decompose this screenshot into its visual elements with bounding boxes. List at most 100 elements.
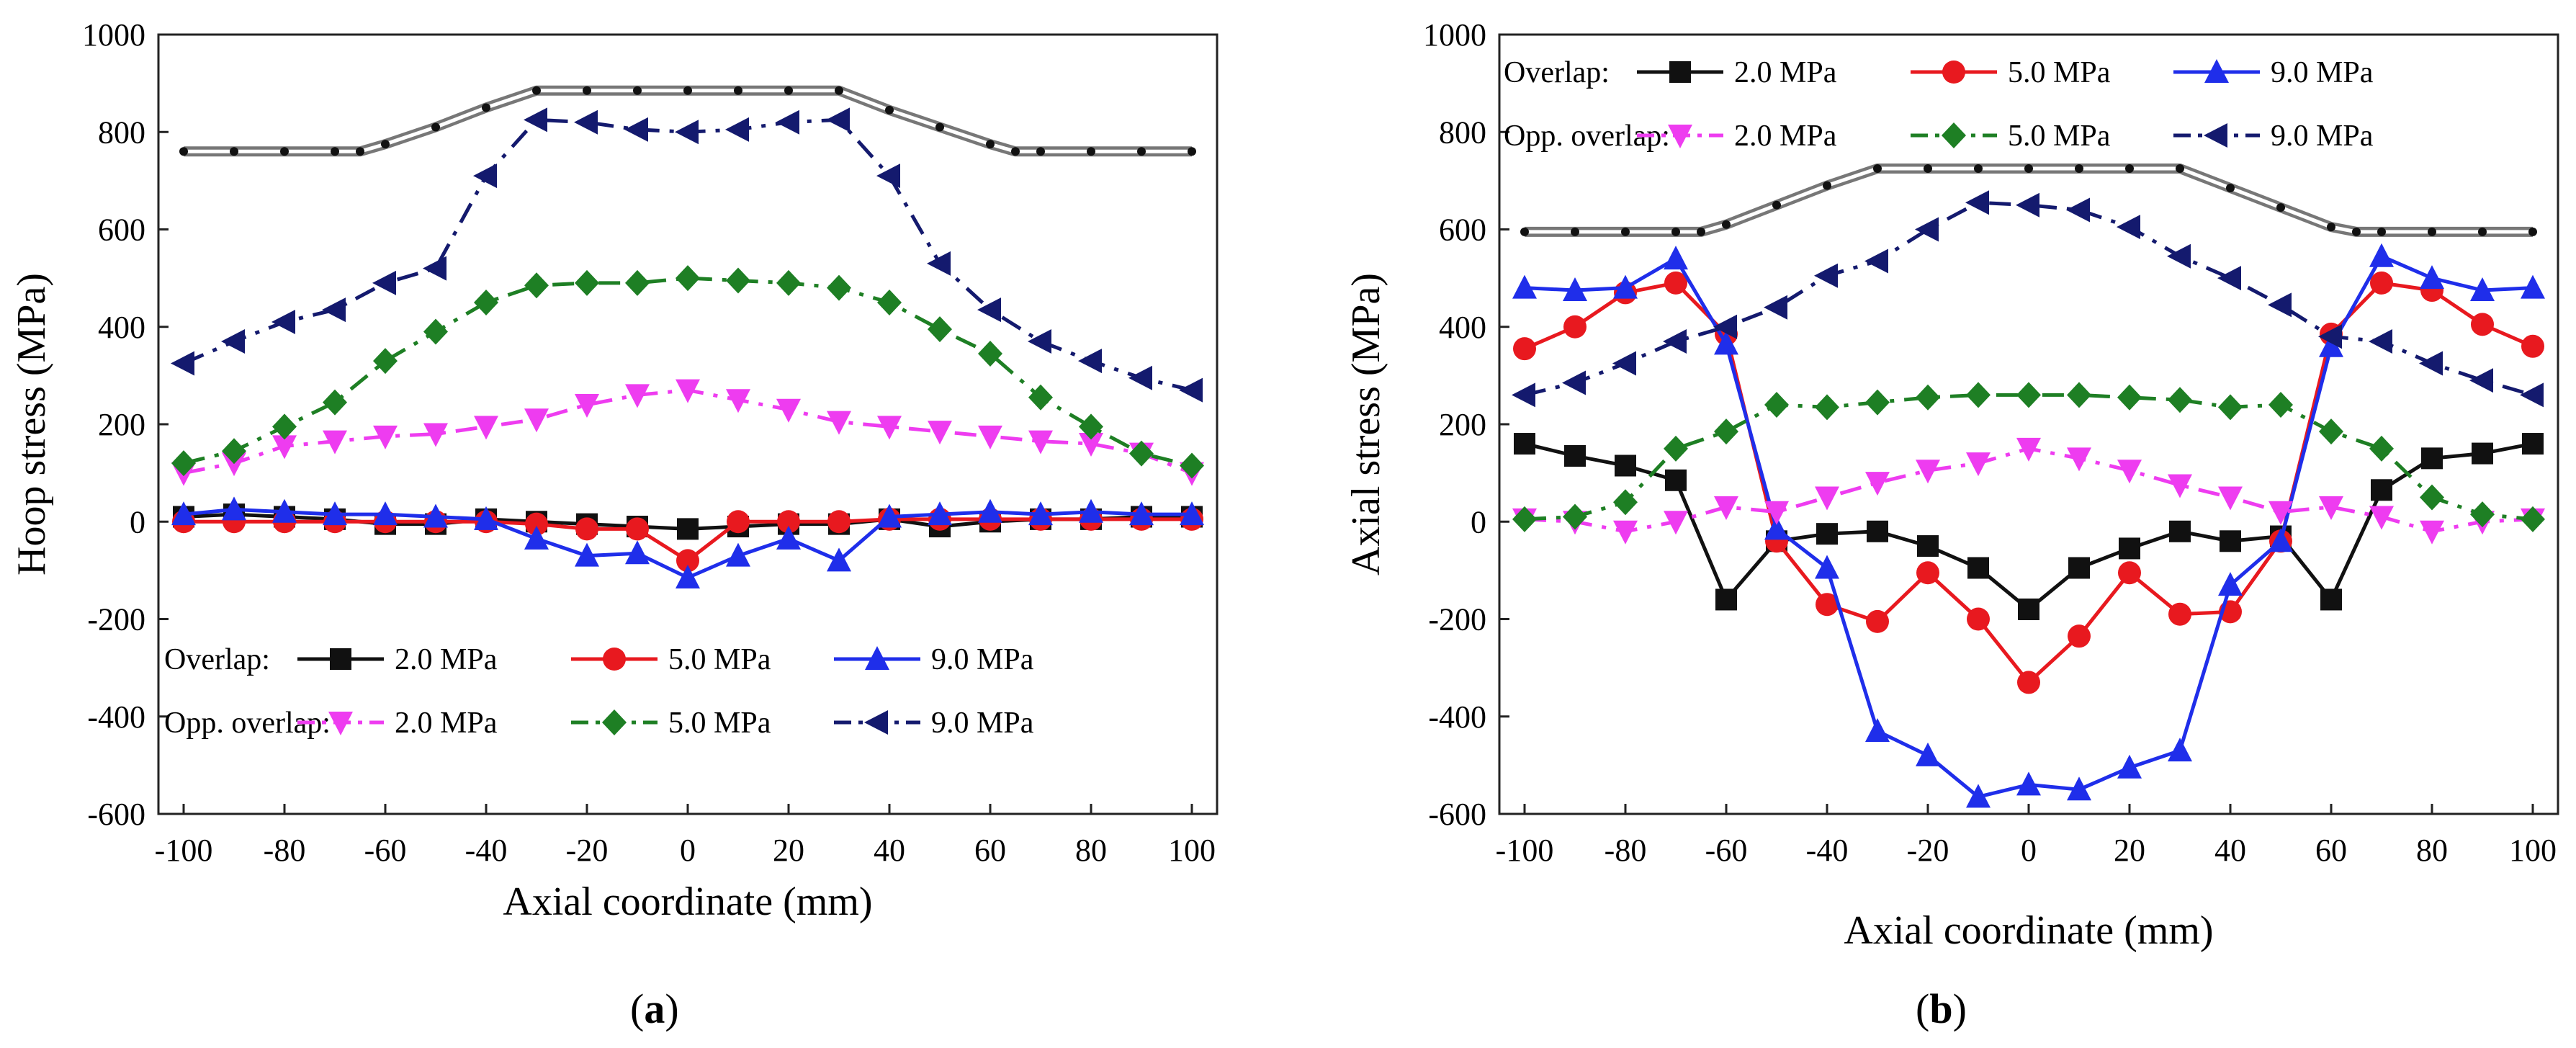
data-point [2067,776,2091,801]
profile-point [1571,227,1579,236]
data-point [2371,479,2392,501]
data-point [776,109,799,135]
caption-b-open: ( [1916,985,1929,1032]
legend-marker [603,648,626,671]
data-point [2168,387,2192,413]
profile-point [734,86,742,95]
data-point [423,256,446,281]
caption-b-close: ) [1953,985,1967,1032]
data-point [1079,433,1103,457]
data-point [1128,365,1152,390]
data-point [1078,349,1102,374]
legend-marker [1942,61,1965,84]
data-point [675,120,699,145]
data-point [222,452,246,477]
caption-a-close: ) [665,985,678,1032]
chart-b-vessel-profile [1520,163,2537,237]
data-point [1916,561,1939,585]
data-point [2369,329,2392,354]
data-point [2016,382,2041,408]
data-point [826,107,850,133]
data-point [1713,314,1737,339]
x-tick-label: -20 [566,833,609,868]
data-point [1714,331,1738,355]
data-point [1664,435,1688,462]
data-point [625,540,650,565]
data-point [827,411,851,435]
data-point [574,109,598,135]
profile-point [1671,227,1680,236]
data-point [2016,192,2039,218]
profile-point [1924,164,1932,173]
chart-a-series [171,107,1204,589]
data-point [525,512,548,536]
data-point [2167,243,2191,269]
data-point [1028,329,1051,354]
y-tick-label: 600 [1439,212,1486,248]
data-point [2268,391,2293,418]
profile-point [1087,147,1095,156]
profile-point [532,86,541,95]
legend-marker [1668,125,1692,148]
series-overlap-2 [1512,243,2545,808]
chart-a-y-axis-label: Hoop stress (MPa) [9,273,54,575]
data-point [1816,593,1839,617]
data-point [373,425,398,449]
data-point [1180,452,1204,479]
x-tick-label: -60 [1705,833,1748,868]
legend-entry-label: 2.0 MPa [1734,56,1837,89]
data-point [2470,501,2495,528]
caption-b-letter: b [1929,985,1952,1032]
x-tick-label: -60 [364,833,407,868]
legend-marker [330,648,351,670]
data-point [624,117,648,142]
caption-a-letter: a [644,985,665,1032]
data-point [725,117,749,142]
legend-entry-label: 9.0 MPa [2271,120,2374,153]
data-point [474,416,498,440]
data-point [2420,520,2444,545]
data-point [2319,496,2343,520]
y-tick-label: 600 [98,212,145,248]
data-point [2268,501,2293,525]
data-point [1612,351,1636,376]
y-tick-label: 200 [98,407,145,442]
data-point [2369,435,2394,462]
data-point [373,348,398,375]
data-point [271,309,295,334]
data-point [776,269,801,296]
data-point [524,525,549,550]
data-point [2119,537,2140,560]
legend-marker [328,712,353,735]
data-point [1867,520,1888,542]
data-point [676,379,700,403]
data-point [322,297,346,323]
profile-point [1873,164,1882,173]
data-point [2522,433,2544,455]
profile-point [2428,227,2436,236]
data-point [2420,265,2444,290]
data-point [171,501,196,526]
data-point [524,272,549,299]
data-point [1814,263,1838,288]
legend-entry-label: 5.0 MPa [668,707,771,740]
data-point [474,289,498,315]
profile-point [2125,164,2134,173]
series-opp-4 [1512,382,2545,532]
profile-point [1621,227,1630,236]
series-overlap-2 [171,496,1204,589]
x-tick-label: 0 [2021,833,2037,868]
series-line [183,117,1193,393]
profile-point [986,140,995,149]
chart-b-x-axis-label: Axial coordinate (mm) [1844,908,2213,953]
data-point [272,435,297,460]
profile-point [885,105,894,115]
data-point [2067,447,2091,472]
chart-a-x-axis-label: Axial coordinate (mm) [503,879,872,924]
data-point [2068,624,2091,648]
x-tick-label: 20 [2114,833,2145,868]
data-point [2220,530,2241,552]
profile-point [784,86,793,95]
